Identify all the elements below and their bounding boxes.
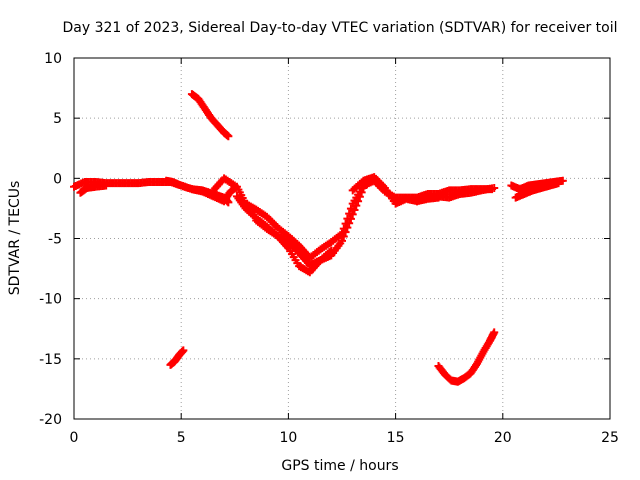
data-point	[554, 179, 563, 188]
data-point	[357, 188, 366, 197]
data-point	[339, 232, 348, 241]
x-tick-label: 20	[494, 430, 512, 446]
y-tick-label: -15	[39, 352, 62, 368]
data-point	[338, 236, 346, 245]
series-track-m	[511, 179, 563, 202]
series-track-i	[187, 90, 233, 141]
series-track-k	[434, 328, 499, 386]
data-point	[224, 132, 233, 141]
data-point	[355, 192, 364, 201]
data-points	[70, 90, 567, 386]
y-tick-label: 5	[53, 111, 62, 127]
data-point	[341, 228, 350, 237]
series-track-b	[76, 181, 111, 197]
x-axis-label: GPS time / hours	[281, 458, 398, 474]
data-point	[346, 214, 355, 223]
data-point	[224, 198, 233, 207]
data-point	[350, 206, 359, 215]
series-track-d	[209, 174, 239, 195]
x-tick-label: 25	[601, 430, 619, 446]
y-tick-label: 10	[44, 51, 62, 67]
y-axis-label: SDTVAR / TECUs	[7, 181, 23, 296]
data-point	[354, 197, 363, 206]
y-tick-label: 0	[53, 171, 62, 187]
x-tick-label: 5	[177, 430, 186, 446]
data-point	[359, 183, 368, 192]
chart-title: Day 321 of 2023, Sidereal Day-to-day VTE…	[62, 20, 617, 36]
data-point	[490, 328, 499, 337]
data-point	[102, 181, 111, 190]
series-track-a	[70, 176, 497, 262]
x-tick-label: 0	[70, 430, 79, 446]
data-point	[352, 201, 361, 210]
data-point	[230, 181, 239, 190]
y-tick-label: -10	[39, 292, 62, 308]
data-point	[345, 219, 354, 228]
x-tick-label: 15	[387, 430, 405, 446]
series-track-c	[162, 176, 233, 207]
data-point	[343, 223, 352, 232]
data-point	[490, 183, 499, 192]
series-track-h	[413, 183, 499, 206]
x-tick-label: 10	[279, 430, 297, 446]
data-point	[558, 176, 567, 185]
series-track-j	[166, 346, 188, 369]
series-track-f	[252, 183, 368, 269]
data-point	[179, 346, 188, 355]
data-point	[348, 210, 357, 219]
y-tick-label: -20	[39, 412, 62, 428]
y-tick-label: -5	[48, 232, 62, 248]
axis-ticks: 0 5 10 15 20 25 10 5 0 -5 -10 -15 -20	[39, 51, 619, 446]
